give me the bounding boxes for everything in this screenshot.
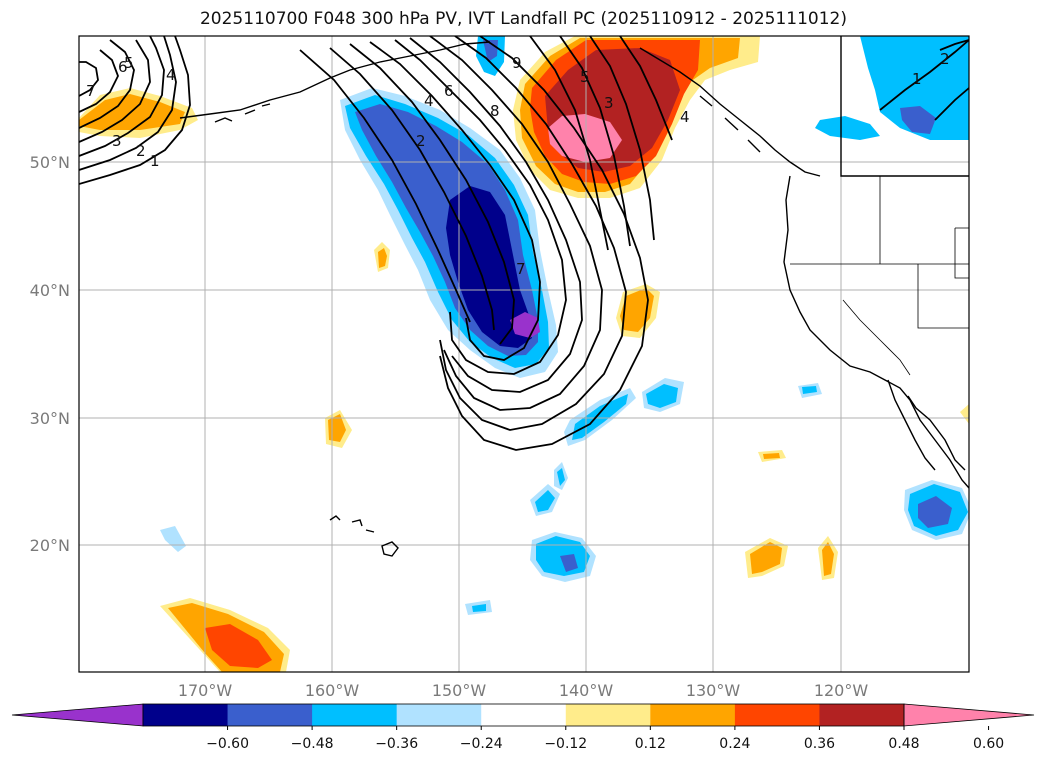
- contour-label: 5: [124, 54, 134, 72]
- lon-label-120w: 120°W: [814, 681, 869, 700]
- contour-label: 2: [940, 50, 950, 68]
- colorbar-outline: [142, 703, 905, 727]
- colorbar-tick-label: −0.60: [206, 736, 249, 752]
- colorbar: −0.60 −0.48 −0.36 −0.24 −0.12 0.12 0.24 0.36 0.4…: [11, 703, 1035, 752]
- colorbar-segment: [565, 704, 651, 726]
- colorbar-tick-label: 0.60: [973, 736, 1004, 752]
- lon-label-130w: 130°W: [686, 681, 741, 700]
- contour-label: 3: [604, 94, 614, 112]
- graticule: [79, 36, 969, 672]
- colorbar-segment: [143, 704, 229, 726]
- anomaly-trough-negative: [340, 88, 558, 378]
- pv-contours: [79, 36, 969, 451]
- contour-label: 9: [512, 54, 522, 72]
- contour-label: 5: [580, 68, 590, 86]
- latitude-labels: 50°N 40°N 30°N 20°N: [30, 153, 70, 555]
- lon-label-150w: 150°W: [432, 681, 487, 700]
- lat-label-50n: 50°N: [30, 153, 70, 172]
- colorbar-tick-label: 0.48: [888, 736, 919, 752]
- colorbar-segment: [481, 704, 567, 726]
- lon-label-160w: 160°W: [305, 681, 360, 700]
- colorbar-tick-label: −0.36: [375, 736, 418, 752]
- colorbar-segment: [734, 704, 820, 726]
- colorbar-tick-label: −0.48: [291, 736, 334, 752]
- colorbar-segment: [312, 704, 398, 726]
- colorbar-tick-label: 0.24: [719, 736, 750, 752]
- colorbar-extend-low: [11, 703, 144, 727]
- lat-label-30n: 30°N: [30, 409, 70, 428]
- contour-label: 3: [112, 132, 122, 150]
- longitude-labels: 170°W 160°W 150°W 140°W 130°W 120°W: [178, 681, 869, 700]
- contour-label: 2: [416, 132, 426, 150]
- colorbar-segment: [396, 704, 482, 726]
- contour-label: 4: [166, 66, 176, 84]
- contour-label: 7: [516, 260, 526, 278]
- contour-label: 4: [424, 92, 434, 110]
- contour-labels: 6 5 4 3 2 1 7 2 4 6 8 9 7 5 3 4 1 2: [86, 50, 950, 278]
- contour-label: 1: [150, 152, 160, 170]
- contour-label: 4: [680, 108, 690, 126]
- lat-label-40n: 40°N: [30, 281, 70, 300]
- colorbar-segment: [227, 704, 313, 726]
- lon-label-140w: 140°W: [559, 681, 614, 700]
- contour-label: 8: [490, 102, 500, 120]
- contour-label: 7: [86, 82, 96, 100]
- contour-label: 1: [912, 70, 922, 88]
- contour-label: 6: [118, 58, 128, 76]
- contour-label: 6: [444, 82, 454, 100]
- colorbar-segment: [650, 704, 736, 726]
- colorbar-tick-label: 0.12: [635, 736, 666, 752]
- colorbar-segment: [819, 704, 905, 726]
- colorbar-tick-label: 0.36: [804, 736, 835, 752]
- colorbar-tick-label: −0.12: [544, 736, 587, 752]
- coastlines: [179, 36, 969, 557]
- colorbar-tick-label: −0.24: [460, 736, 503, 752]
- colorbar-extend-high: [903, 703, 1035, 727]
- map-frame: [78, 35, 970, 673]
- lon-label-170w: 170°W: [178, 681, 233, 700]
- map-title: 2025110700 F048 300 hPa PV, IVT Landfall…: [199, 9, 847, 29]
- lat-label-20n: 20°N: [30, 536, 70, 555]
- contour-label: 2: [136, 142, 146, 160]
